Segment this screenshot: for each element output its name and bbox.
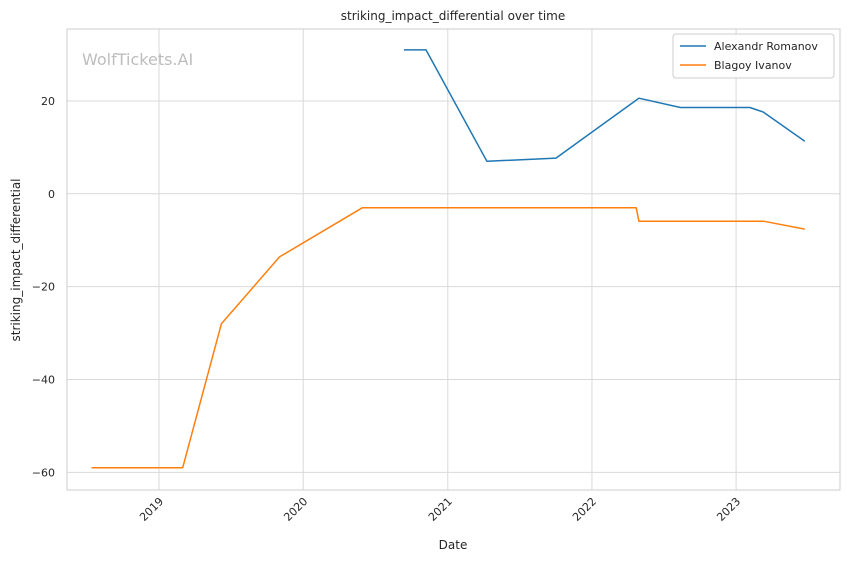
chart-title: striking_impact_differential over time <box>341 9 566 23</box>
legend: Alexandr Romanov Blagoy Ivanov <box>672 33 835 79</box>
series-lines <box>91 49 806 469</box>
y-tick-label: −20 <box>32 281 55 294</box>
y-tick-label: −40 <box>32 374 55 387</box>
y-axis-label: striking_impact_differential <box>9 178 23 341</box>
x-tick-label: 2023 <box>714 495 743 524</box>
series-line-0 <box>403 49 806 163</box>
x-tick-label: 2022 <box>570 495 599 524</box>
legend-label-0: Alexandr Romanov <box>714 40 818 53</box>
x-tick-label: 2019 <box>137 495 166 524</box>
x-axis-label: Date <box>439 538 468 552</box>
y-tick-label: 0 <box>48 188 55 201</box>
series-line-1 <box>91 206 805 469</box>
tick-labels: 2019 2020 2021 2022 2023 −60 −40 −20 0 20 <box>32 95 743 524</box>
x-tick-label: 2020 <box>281 495 310 524</box>
legend-box <box>672 33 835 79</box>
y-tick-label: −60 <box>32 466 55 479</box>
watermark: WolfTickets.AI <box>82 50 193 69</box>
y-tick-label: 20 <box>41 95 55 108</box>
x-tick-label: 2021 <box>426 495 455 524</box>
grid-lines <box>67 29 840 490</box>
plot-frame <box>66 28 841 491</box>
legend-label-1: Blagoy Ivanov <box>714 59 792 72</box>
